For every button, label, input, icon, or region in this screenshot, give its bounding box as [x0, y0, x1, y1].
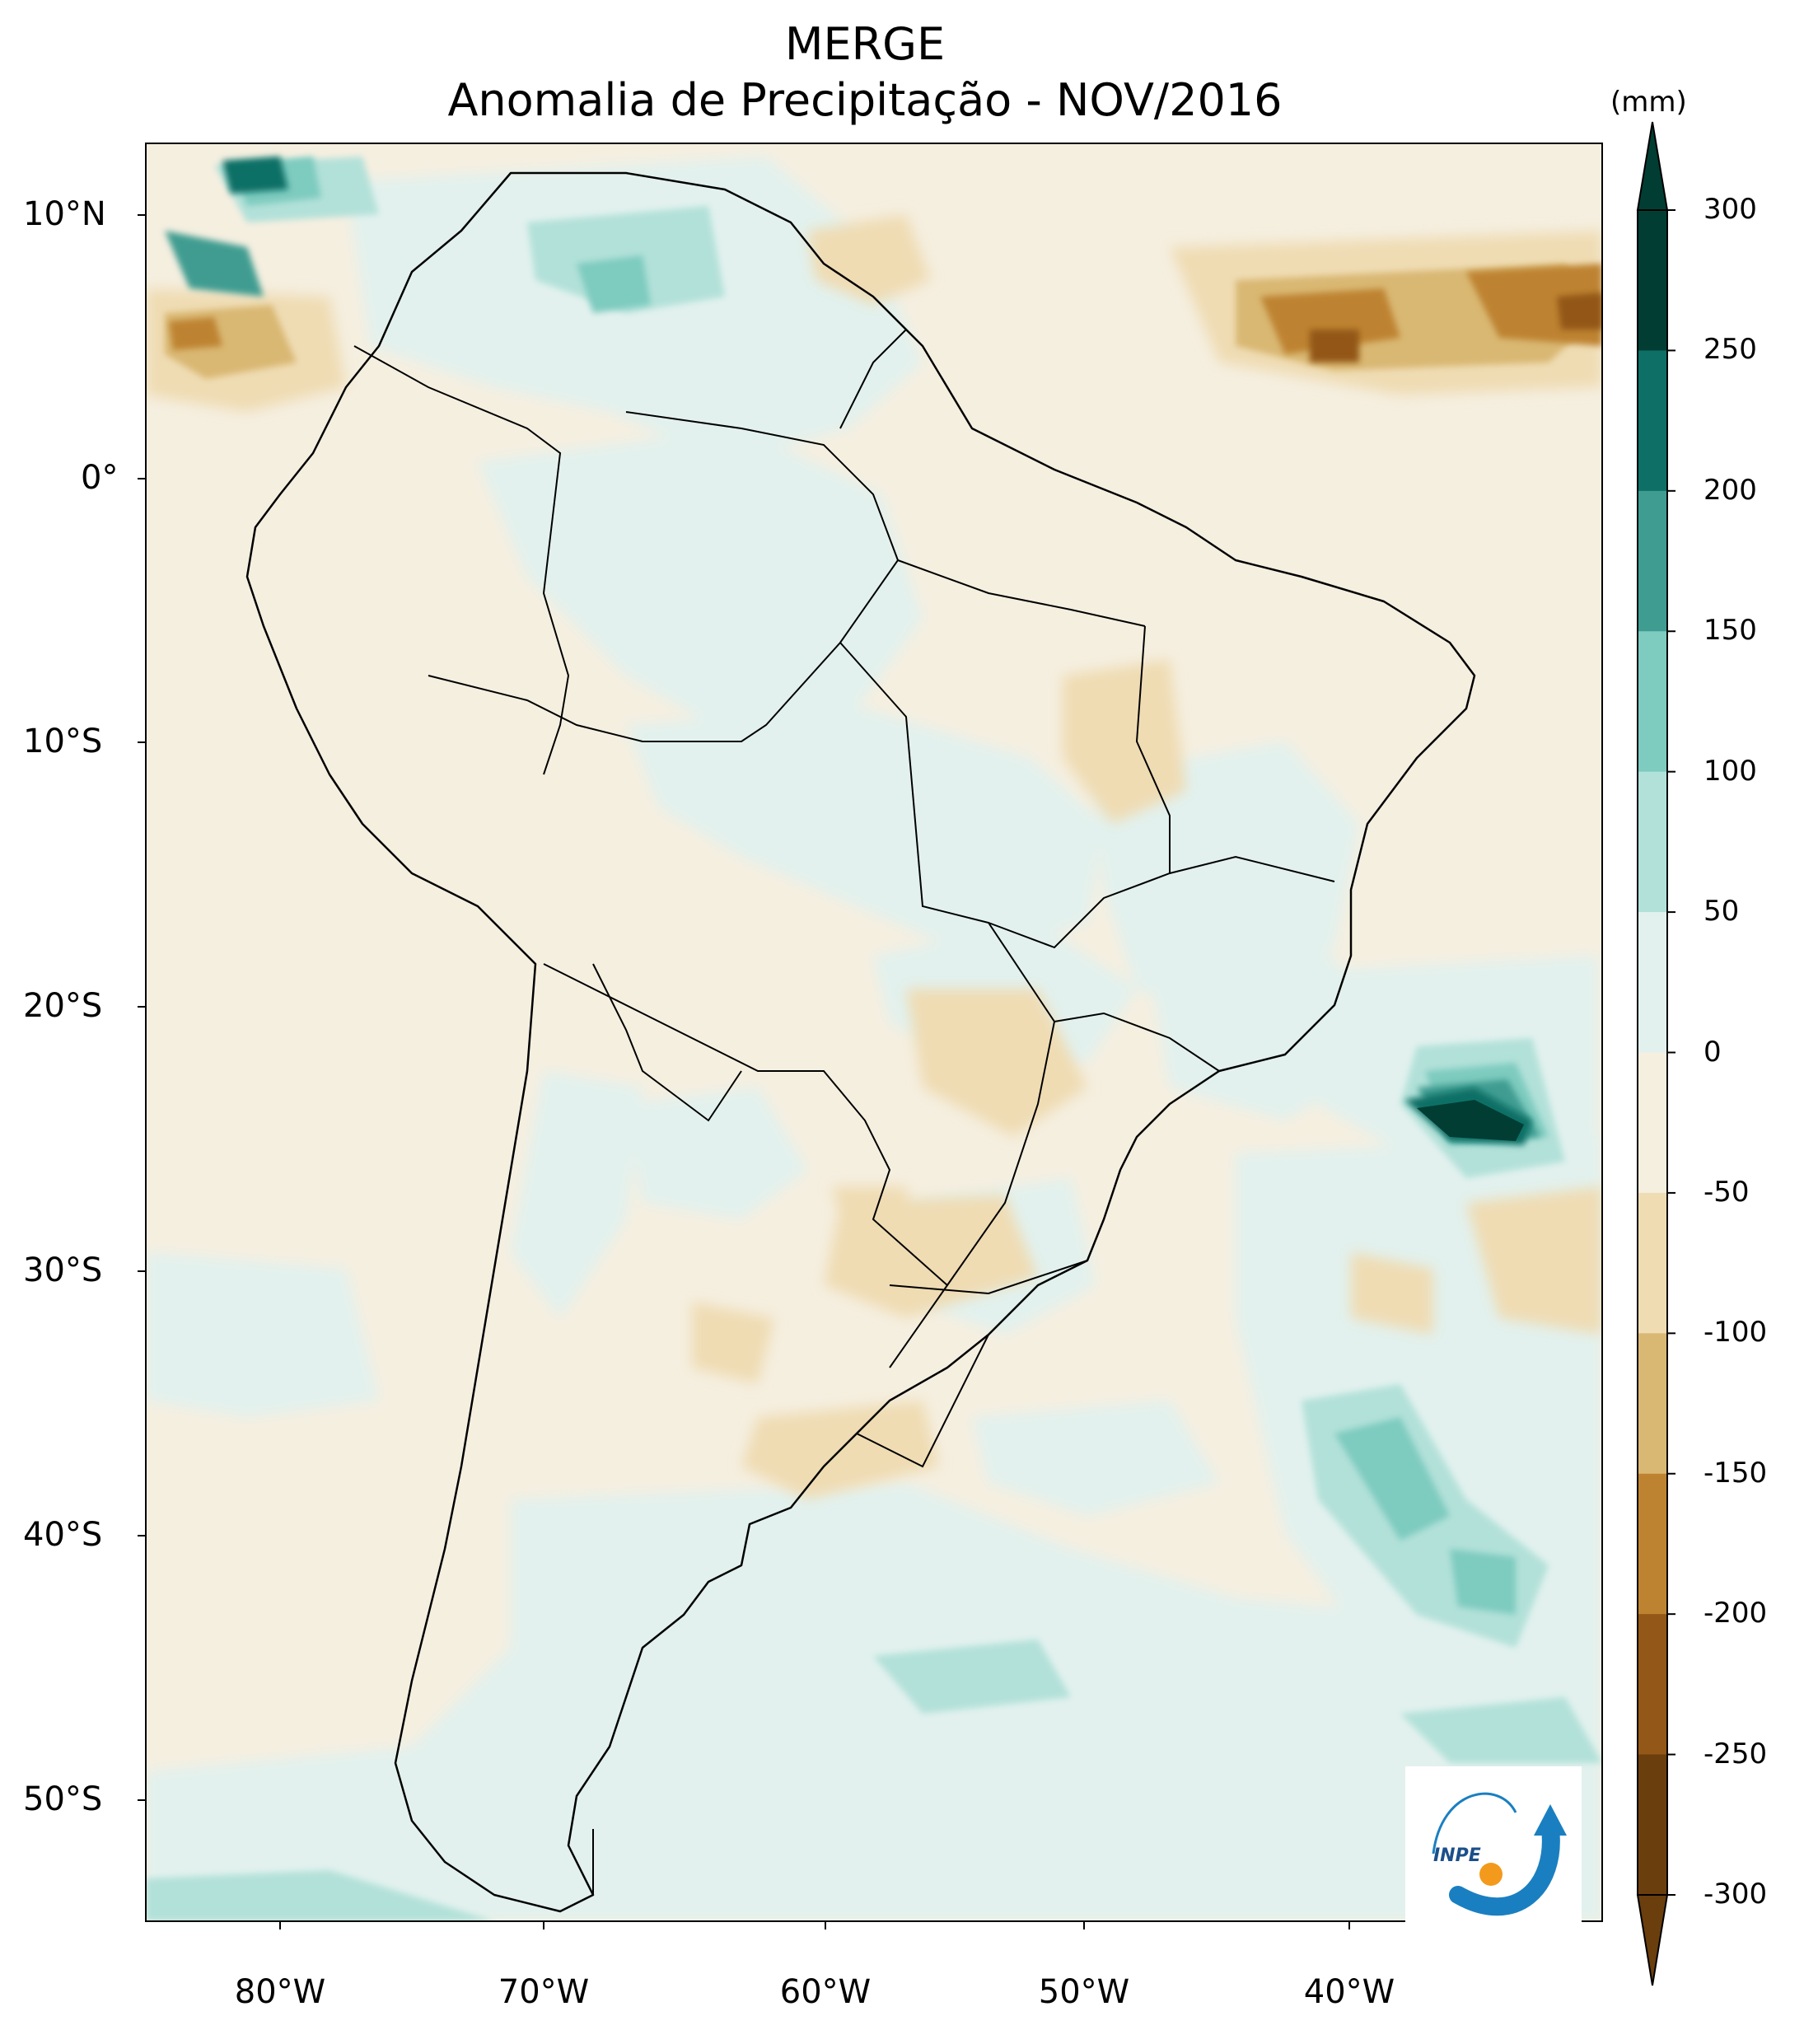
- lat-label-50s: 50°S: [23, 1780, 103, 1818]
- lat-label-10s: 10°S: [23, 723, 103, 760]
- colorbar-tick-label: 150: [1704, 614, 1757, 648]
- colorbar-tick-label: -250: [1704, 1737, 1768, 1770]
- colorbar-tick-label: -200: [1704, 1597, 1768, 1630]
- lat-label-20s: 20°S: [23, 987, 103, 1025]
- anomaly-field: [146, 143, 1602, 1921]
- colorbar-tick-label: 250: [1704, 333, 1757, 367]
- inpe-logo-text: INPE: [1433, 1845, 1481, 1866]
- colorbar-tick-label: 50: [1704, 895, 1740, 928]
- map-frame: [145, 143, 1603, 1922]
- inpe-logo: [1405, 1766, 1582, 1943]
- colorbar: [1636, 121, 1669, 1986]
- map-title: MERGE: [784, 18, 946, 70]
- colorbar-segment: [1638, 631, 1667, 773]
- colorbar-segment: [1638, 1614, 1667, 1756]
- lat-label-10n: 10°N: [23, 195, 106, 233]
- map-subtitle: Anomalia de Precipitação - NOV/2016: [447, 74, 1283, 126]
- colorbar-tick-label: 0: [1704, 1035, 1722, 1069]
- colorbar-extend-min: [1636, 1894, 1669, 1986]
- colorbar-tick-label: -50: [1704, 1175, 1750, 1209]
- colorbar-segment: [1638, 1052, 1667, 1194]
- colorbar-segment: [1638, 210, 1667, 351]
- colorbar-tick-label: 300: [1704, 193, 1757, 226]
- lat-label-0: 0°: [81, 459, 119, 497]
- lat-label-30s: 30°S: [23, 1251, 103, 1289]
- colorbar-segment: [1638, 771, 1667, 913]
- colorbar-segment: [1638, 1754, 1667, 1896]
- colorbar-tick-label: 100: [1704, 754, 1757, 788]
- colorbar-segment: [1638, 1192, 1667, 1334]
- colorbar-tick-label: -300: [1704, 1878, 1768, 1911]
- lon-label-80w: 80°W: [234, 1973, 326, 2011]
- colorbar-tick-label: -100: [1704, 1316, 1768, 1349]
- country-borders: [353, 329, 1335, 1895]
- colorbar-segment: [1638, 350, 1667, 492]
- colorbar-unit: (mm): [1610, 86, 1687, 119]
- lat-label-40s: 40°S: [23, 1516, 103, 1554]
- south-america-outline: [245, 171, 1476, 1913]
- colorbar-extend-max: [1636, 121, 1669, 211]
- lon-label-60w: 60°W: [779, 1973, 872, 2011]
- colorbar-segment: [1638, 490, 1667, 632]
- colorbar-tick-label: 200: [1704, 473, 1757, 507]
- lon-label-50w: 50°W: [1038, 1973, 1130, 2011]
- axis-ticks: [138, 214, 1350, 1929]
- colorbar-segment: [1638, 912, 1667, 1053]
- colorbar-segment: [1638, 1333, 1667, 1475]
- lon-label-40w: 40°W: [1303, 1973, 1395, 2011]
- colorbar-tick-label: -150: [1704, 1456, 1768, 1490]
- colorbar-segment: [1638, 1473, 1667, 1615]
- lon-label-70w: 70°W: [498, 1973, 590, 2011]
